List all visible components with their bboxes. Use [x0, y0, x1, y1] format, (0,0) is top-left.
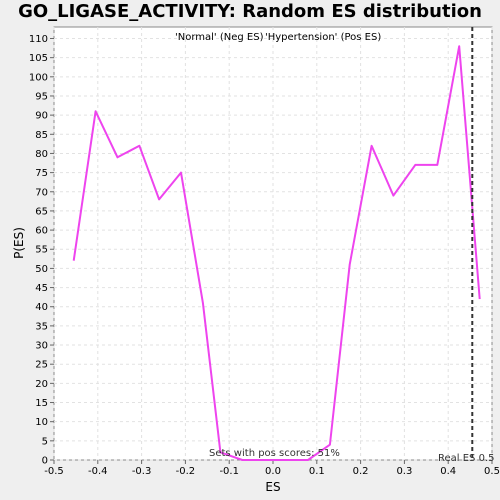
y-tick-label: 25 — [35, 360, 48, 371]
x-tick-label: 0.5 — [484, 466, 500, 477]
y-tick-label: 5 — [42, 436, 48, 447]
x-axis-label: ES — [265, 480, 280, 494]
y-tick-label: 55 — [35, 245, 48, 256]
legend-neg: 'Normal' (Neg ES) — [175, 32, 264, 43]
y-tick-label: 35 — [35, 321, 48, 332]
y-tick-label: 80 — [35, 149, 48, 160]
legend-pos: 'Hypertension' (Pos ES) — [265, 32, 381, 43]
y-tick-label: 90 — [35, 111, 48, 122]
y-tick-label: 30 — [35, 341, 48, 352]
y-tick-label: 45 — [35, 283, 48, 294]
x-tick-label: -0.1 — [219, 466, 239, 477]
y-tick-label: 65 — [35, 206, 48, 217]
x-tick-label: -0.3 — [132, 466, 152, 477]
y-tick-label: 75 — [35, 168, 48, 179]
real-es-label: Real ES 0.5 — [438, 453, 494, 464]
x-tick-label: -0.5 — [44, 466, 64, 477]
series-line — [72, 45, 481, 461]
x-tick-label: -0.4 — [88, 466, 108, 477]
x-tick-label: 0.0 — [265, 466, 281, 477]
x-tick-label: 0.4 — [440, 466, 456, 477]
x-tick-label: 0.1 — [309, 466, 325, 477]
x-tick-label: 0.2 — [353, 466, 369, 477]
y-tick-label: 0 — [42, 456, 48, 467]
y-tick-label: 10 — [35, 417, 48, 428]
y-tick-label: 50 — [35, 264, 48, 275]
y-tick-label: 95 — [35, 91, 48, 102]
y-tick-label: 15 — [35, 398, 48, 409]
chart-title: GO_LIGASE_ACTIVITY: Random ES distributi… — [18, 1, 482, 22]
y-tick-label: 20 — [35, 379, 48, 390]
x-tick-label: 0.3 — [396, 466, 412, 477]
y-tick-label: 60 — [35, 226, 48, 237]
y-tick-label: 105 — [29, 53, 48, 64]
y-tick-label: 110 — [29, 34, 48, 45]
y-tick-label: 70 — [35, 187, 48, 198]
y-tick-label: 85 — [35, 130, 48, 141]
x-axis: -0.5 -0.4 -0.3 -0.2 -0.1 0.0 0.1 0.2 0.3 0.4 0.5 — [44, 460, 500, 477]
y-tick-label: 100 — [29, 72, 48, 83]
y-tick-label: 40 — [35, 302, 48, 313]
x-tick-label: -0.2 — [176, 466, 196, 477]
y-axis-label: P(ES) — [12, 227, 26, 259]
y-axis: 0 5 10 15 20 25 30 35 40 45 50 55 60 65 70 75 80 85 90 95 10… — [29, 34, 54, 467]
pos-scores-annotation: Sets with pos scores: 51% — [209, 448, 340, 459]
